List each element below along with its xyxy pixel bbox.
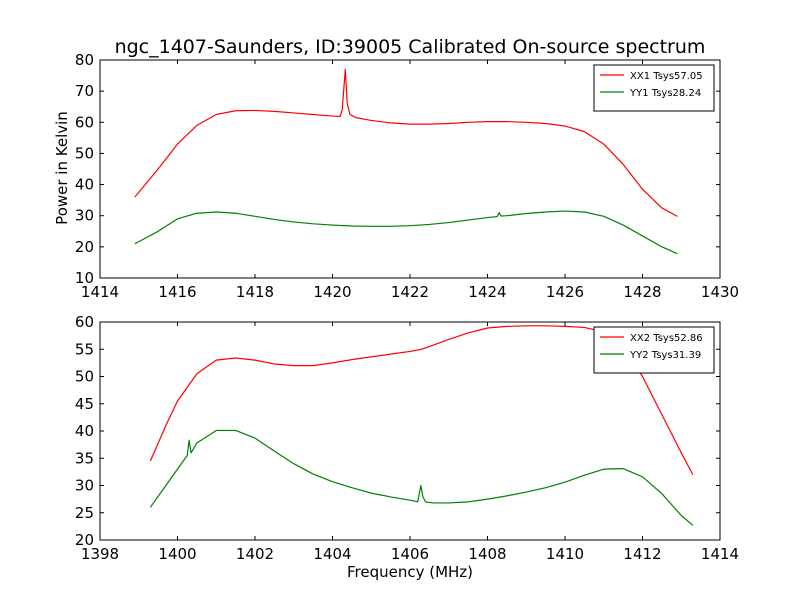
legend-entry: YY1 Tsys28.24 <box>629 88 701 99</box>
legend-2: XX2 Tsys52.86 YY2 Tsys31.39 <box>593 326 715 374</box>
y-tick-label: 20 <box>75 238 94 256</box>
x-tick-label: 1420 <box>313 283 351 301</box>
x-tick-label: 1422 <box>391 283 429 301</box>
y-tick-label: 60 <box>75 313 94 331</box>
x-axis-label: Frequency (MHz) <box>347 563 473 581</box>
y-axis-label: Power in Kelvin <box>53 111 71 225</box>
y-tick-label: 35 <box>75 449 94 467</box>
x-tick-label: 1416 <box>158 283 196 301</box>
series-line-2-2 <box>149 429 694 526</box>
plots: 1414 1416 1418 1420 1422 1424 1426 1428 1430 10 20… <box>75 51 739 563</box>
x-tick-label: 1412 <box>623 545 661 563</box>
legend-entry: YY2 Tsys31.39 <box>629 350 701 361</box>
legend-box <box>593 326 715 374</box>
x-tick-label: 1414 <box>701 545 739 563</box>
chart-title: ngc_1407-Saunders, ID:39005 Calibrated O… <box>115 36 706 58</box>
x-tick-label: 1426 <box>546 283 584 301</box>
y-tick-label: 55 <box>75 340 94 358</box>
legend-entry: XX1 Tsys57.05 <box>630 71 703 82</box>
x-tick-label: 1404 <box>313 545 351 563</box>
y-tick-label: 80 <box>75 51 94 69</box>
y-tick-label: 30 <box>75 477 94 495</box>
y-tick-label: 40 <box>75 422 94 440</box>
y-tick-label: 10 <box>75 269 94 287</box>
series-line-1-2 <box>134 210 678 255</box>
x-tick-label: 1400 <box>158 545 196 563</box>
y-tick-label: 70 <box>75 82 94 100</box>
legend-1: XX1 Tsys57.05 YY1 Tsys28.24 <box>593 64 715 112</box>
plot-2: 1398 1400 1402 1404 1406 1408 1410 1412 1414 20 25… <box>75 313 739 563</box>
y-tick-label: 60 <box>75 113 94 131</box>
y-tick-label: 50 <box>75 368 94 386</box>
x-tick-label: 1408 <box>468 545 506 563</box>
y-tick-label: 25 <box>75 504 94 522</box>
x-tick-label: 1428 <box>623 283 661 301</box>
y-tick-label: 20 <box>75 531 94 549</box>
x-tick-label: 1418 <box>236 283 274 301</box>
x-tick-label: 1410 <box>546 545 584 563</box>
legend-entry: XX2 Tsys52.86 <box>630 333 703 344</box>
y-tick-label: 45 <box>75 395 94 413</box>
x-tick-label: 1414 <box>81 283 119 301</box>
x-tick-label: 1424 <box>468 283 506 301</box>
legend-box <box>593 64 715 112</box>
x-tick-label: 1406 <box>391 545 429 563</box>
x-tick-label: 1398 <box>81 545 119 563</box>
x-tick-label: 1430 <box>701 283 739 301</box>
y-tick-label: 30 <box>75 207 94 225</box>
x-tick-label: 1402 <box>236 545 274 563</box>
series-line-1-1 <box>134 68 678 217</box>
y-tick-label: 50 <box>75 144 94 162</box>
plot-1: 1414 1416 1418 1420 1422 1424 1426 1428 1430 10 20… <box>75 51 739 301</box>
y-tick-label: 40 <box>75 176 94 194</box>
